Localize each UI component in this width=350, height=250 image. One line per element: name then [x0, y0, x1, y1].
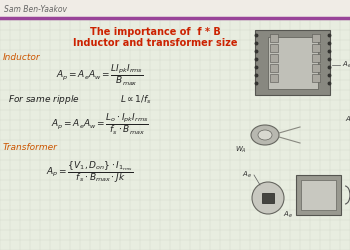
Bar — [0, 0, 350, 18]
Text: The importance of  f * B: The importance of f * B — [90, 27, 220, 37]
Bar — [312, 74, 320, 82]
Text: $A_e$: $A_e$ — [242, 170, 252, 180]
Bar — [270, 64, 278, 72]
Bar — [312, 34, 320, 42]
Bar — [270, 34, 278, 42]
Text: $W_A$: $W_A$ — [235, 145, 247, 155]
Bar — [312, 64, 320, 72]
Text: Inductor: Inductor — [3, 52, 41, 62]
Text: $A_e$: $A_e$ — [283, 210, 293, 220]
Bar — [270, 74, 278, 82]
Bar — [262, 193, 274, 203]
Bar — [270, 44, 278, 52]
Text: Transformer: Transformer — [3, 142, 58, 152]
Text: Sam Ben-Yaakov: Sam Ben-Yaakov — [4, 4, 67, 14]
Bar — [270, 54, 278, 62]
Text: $A_p = \dfrac{\{V_1, D_{on}\} \cdot I_{1_{rms}}}{f_s \cdot B_{max} \cdot Jk}$: $A_p = \dfrac{\{V_1, D_{on}\} \cdot I_{1… — [46, 159, 134, 185]
Bar — [312, 44, 320, 52]
Text: $A_e$: $A_e$ — [345, 115, 350, 125]
Bar — [301, 180, 336, 210]
Text: $\mathit{For\ same\ ripple}$: $\mathit{For\ same\ ripple}$ — [8, 94, 80, 106]
Text: Inductor and transformer size: Inductor and transformer size — [73, 38, 237, 48]
Text: $A_p = A_e A_w = \dfrac{L I_{pk} I_{rms}}{B_{max}}$: $A_p = A_e A_w = \dfrac{L I_{pk} I_{rms}… — [56, 62, 144, 88]
Ellipse shape — [251, 125, 279, 145]
Bar — [296, 175, 341, 215]
Bar — [312, 54, 320, 62]
Ellipse shape — [258, 130, 272, 140]
Bar — [268, 37, 318, 89]
Text: $L \propto 1/f_s$: $L \propto 1/f_s$ — [120, 94, 152, 106]
Circle shape — [252, 182, 284, 214]
Text: $A_p = A_e A_w = \dfrac{L_o \cdot I_{pk} I_{rms}}{f_s \cdot B_{max}}$: $A_p = A_e A_w = \dfrac{L_o \cdot I_{pk}… — [51, 112, 149, 136]
Text: $A_e$: $A_e$ — [342, 60, 350, 70]
Bar — [255, 30, 330, 95]
